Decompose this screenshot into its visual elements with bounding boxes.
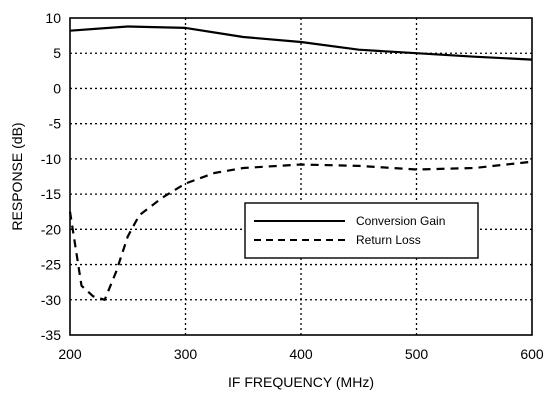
x-tick-label: 600 (520, 346, 544, 362)
y-tick-label: 10 (45, 10, 61, 26)
x-axis-title: IF FREQUENCY (MHz) (228, 374, 374, 390)
series-lines (68, 25, 533, 301)
y-tick-label: -10 (41, 151, 61, 167)
y-axis-title: RESPONSE (dB) (9, 122, 25, 230)
x-tick-label: 500 (405, 346, 429, 362)
y-tick-label: -35 (41, 327, 61, 343)
legend-label-return-loss: Return Loss (356, 233, 421, 247)
tick-labels: 10 5 0 -5 -10 -15 -20 -25 -30 -35 200 300 400 500 600 (41, 10, 544, 362)
y-tick-label: 0 (53, 80, 61, 96)
grid-lines (70, 18, 532, 335)
series-line-return-loss (68, 160, 533, 301)
plot-frame (69, 17, 533, 336)
legend-box (244, 202, 479, 259)
y-tick-label: -20 (41, 221, 61, 237)
legend: Conversion Gain Return Loss (244, 202, 479, 259)
y-tick-label: -5 (49, 116, 62, 132)
x-tick-label: 300 (174, 346, 198, 362)
y-tick-label: -25 (41, 257, 61, 273)
y-tick-label: -30 (41, 292, 61, 308)
y-tick-label: 5 (53, 45, 61, 61)
x-tick-label: 400 (289, 346, 313, 362)
legend-label-conversion-gain: Conversion Gain (356, 214, 445, 228)
y-tick-label: -15 (41, 186, 61, 202)
series-line-conversion-gain (69, 25, 533, 61)
x-tick-label: 200 (58, 346, 82, 362)
